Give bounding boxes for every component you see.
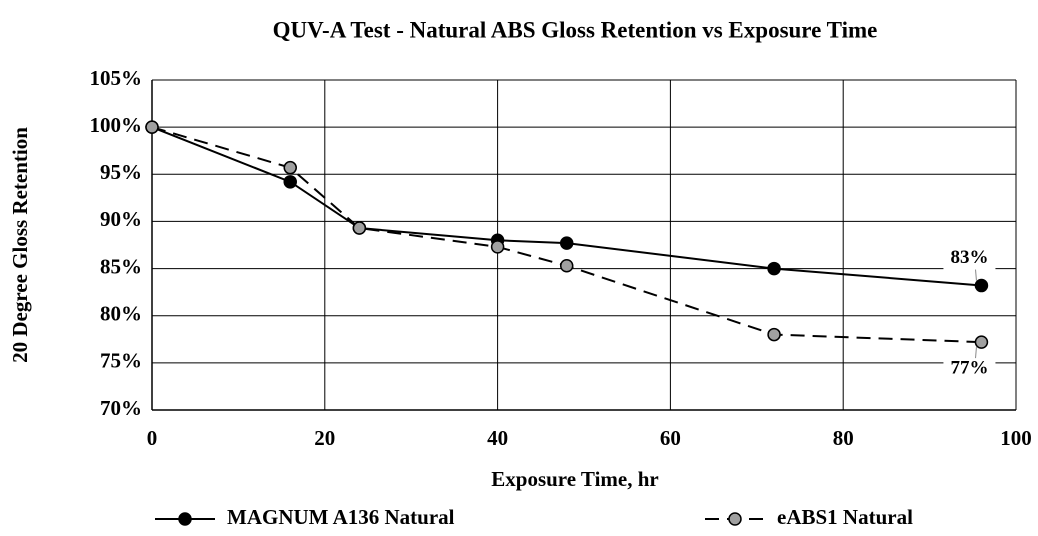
legend-label: eABS1 Natural — [777, 505, 913, 529]
data-label: 83% — [950, 247, 988, 268]
data-point — [559, 258, 574, 273]
x-axis-label: Exposure Time, hr — [491, 467, 658, 491]
data-point — [283, 160, 297, 175]
data-point — [490, 240, 505, 254]
data-point — [145, 120, 159, 134]
x-tick-label: 0 — [147, 426, 158, 450]
y-tick-label: 105% — [90, 66, 143, 90]
y-axis-label: 20 Degree Gloss Retention — [8, 127, 32, 363]
label-background — [943, 358, 996, 381]
leader-line — [974, 268, 977, 281]
legend-marker — [728, 512, 742, 526]
data-point — [283, 175, 297, 189]
data-point — [974, 278, 989, 293]
series-line — [151, 126, 982, 344]
legend-label: MAGNUM A136 Natural — [227, 505, 455, 529]
data-point — [352, 221, 367, 235]
x-tick-label: 20 — [314, 426, 335, 450]
leader-line — [974, 347, 977, 360]
label-background — [943, 247, 996, 270]
data-point — [559, 236, 574, 250]
y-tick-label: 95% — [100, 160, 142, 184]
data-point — [767, 261, 781, 276]
y-tick-label: 70% — [100, 396, 142, 420]
y-tick-label: 100% — [90, 113, 143, 137]
legend-marker — [178, 512, 192, 526]
x-tick-label: 100 — [1000, 426, 1032, 450]
y-tick-label: 75% — [100, 349, 142, 373]
data-point — [767, 327, 781, 342]
x-tick-label: 80 — [833, 426, 854, 450]
data-label: 77% — [950, 357, 988, 378]
y-tick-label: 90% — [100, 207, 142, 231]
y-tick-label: 80% — [100, 302, 142, 326]
x-tick-label: 40 — [487, 426, 508, 450]
data-point — [974, 335, 989, 349]
chart-title: QUV-A Test - Natural ABS Gloss Retention… — [273, 17, 878, 42]
y-tick-label: 85% — [100, 254, 142, 278]
x-tick-label: 60 — [660, 426, 681, 450]
